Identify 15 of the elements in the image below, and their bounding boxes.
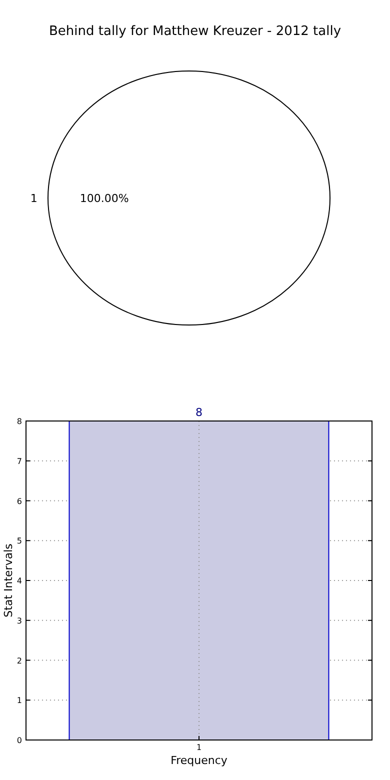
x-axis-title: Frequency xyxy=(170,754,228,767)
y-tick-label: 1 xyxy=(16,696,22,706)
y-tick-label: 0 xyxy=(16,736,22,745)
data-label: 8 xyxy=(196,406,202,419)
y-axis-title: Stat Intervals xyxy=(2,543,15,618)
y-tick-label: 6 xyxy=(16,496,22,506)
y-tick-label: 3 xyxy=(16,616,22,626)
y-tick-label: 7 xyxy=(16,456,22,466)
y-tick-label: 2 xyxy=(16,656,22,666)
chart-title: Behind tally for Matthew Kreuzer - 2012 tally xyxy=(48,24,342,39)
slice-label: 1 xyxy=(30,192,38,205)
y-tick-label: 8 xyxy=(16,417,22,426)
y-tick-label: 4 xyxy=(16,576,22,586)
data-label: 100.00% xyxy=(80,192,129,205)
y-tick-label: 5 xyxy=(16,536,22,546)
